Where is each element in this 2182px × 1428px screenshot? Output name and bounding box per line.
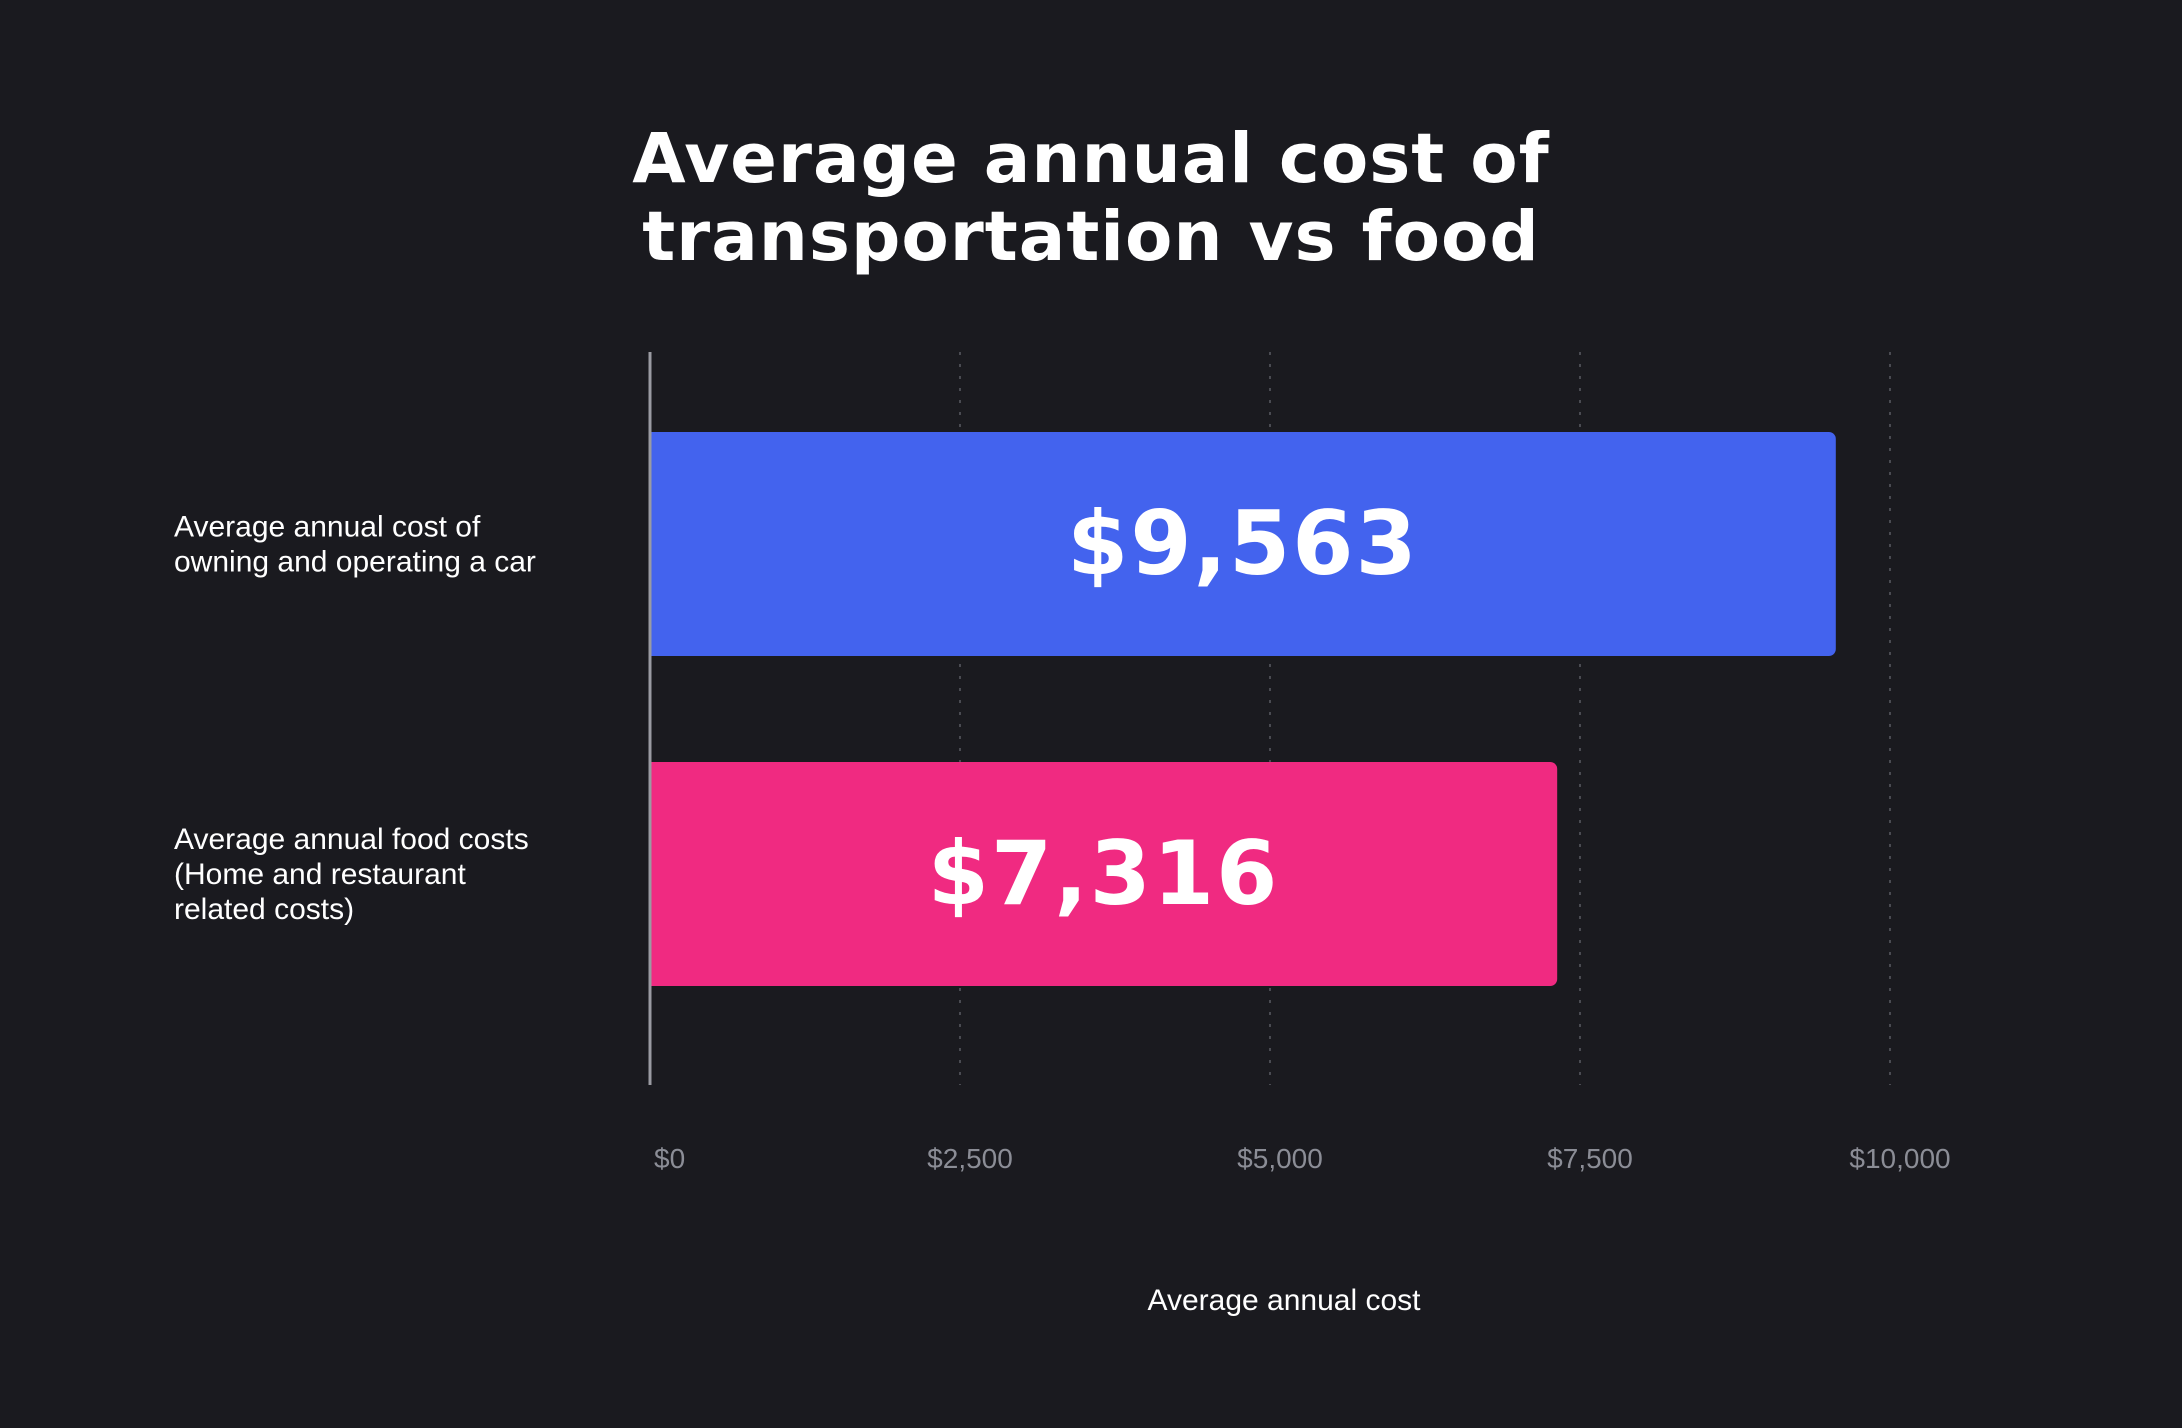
- bars: $9,563 $7,316: [650, 432, 1836, 986]
- bar-value-label: $7,316: [928, 822, 1280, 925]
- category-labels: Average annual cost of owning and operati…: [174, 511, 536, 927]
- bar: [650, 432, 1836, 656]
- category-label: Average annual food costs (Home and resta…: [174, 823, 529, 926]
- category-label: Average annual cost of owning and operati…: [174, 511, 536, 579]
- chart-title-line: Average annual cost of: [632, 119, 1549, 199]
- chart-title-line: transportation vs food: [642, 197, 1540, 277]
- x-tick-labels: $0 $2,500 $5,000 $7,500 $10,000: [654, 1143, 1951, 1174]
- x-tick-label: $2,500: [927, 1143, 1013, 1174]
- bar-edge: [650, 432, 662, 656]
- x-tick-label: $10,000: [1849, 1143, 1950, 1174]
- x-tick-label: $5,000: [1237, 1143, 1323, 1174]
- bar: [650, 762, 1558, 986]
- x-tick-label: $7,500: [1547, 1143, 1633, 1174]
- x-tick-label: $0: [654, 1143, 685, 1174]
- bar-edge: [650, 762, 662, 986]
- x-axis-title: Average annual cost: [1148, 1284, 1422, 1317]
- bar-value-label: $9,563: [1067, 492, 1419, 595]
